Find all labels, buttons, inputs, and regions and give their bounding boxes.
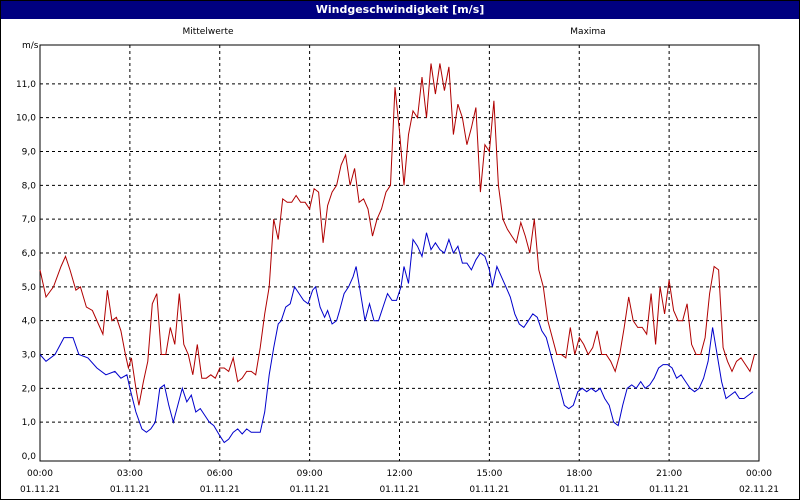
series-line-mittelwerte bbox=[39, 232, 754, 444]
y-tick-label: 6,0 bbox=[22, 249, 37, 259]
x-tick-time: 12:00 bbox=[387, 469, 413, 479]
x-tick-date: 02.11.21 bbox=[739, 485, 779, 495]
x-tick-time: 21:00 bbox=[656, 469, 682, 479]
x-tick-time: 03:00 bbox=[117, 469, 143, 479]
series-group bbox=[39, 63, 755, 444]
y-axis-label: m/s bbox=[22, 41, 39, 51]
y-tick-label: 7,0 bbox=[22, 215, 37, 225]
x-tick-date: 01.11.21 bbox=[200, 485, 240, 495]
x-tick-date: 01.11.21 bbox=[20, 485, 60, 495]
x-tick-date: 01.11.21 bbox=[110, 485, 150, 495]
x-tick-date: 01.11.21 bbox=[649, 485, 689, 495]
x-tick-time: 15:00 bbox=[476, 469, 502, 479]
series-line-maxima bbox=[39, 63, 755, 406]
x-tick-date: 01.11.21 bbox=[469, 485, 509, 495]
y-tick-label: 2,0 bbox=[22, 384, 37, 394]
x-tick-time: 18:00 bbox=[566, 469, 592, 479]
x-tick-time: 00:00 bbox=[746, 469, 772, 479]
legend-maxima: Maxima bbox=[570, 27, 605, 37]
x-tick-time: 00:00 bbox=[27, 469, 53, 479]
x-tick-time: 09:00 bbox=[297, 469, 323, 479]
y-tick-label: 8,0 bbox=[22, 181, 37, 191]
axis-labels: 0,0 1,0 2,0 3,0 4,0 5,0 6,0 7,0 8,0 9,0 10,0 11,0 00… bbox=[16, 80, 779, 495]
y-tick-label: 0,0 bbox=[22, 452, 37, 462]
x-tick-time: 06:00 bbox=[207, 469, 233, 479]
y-tick-label: 5,0 bbox=[22, 283, 37, 293]
legend-mittelwerte: Mittelwerte bbox=[182, 27, 233, 37]
y-tick-label: 9,0 bbox=[22, 148, 37, 158]
y-tick-label: 1,0 bbox=[22, 418, 37, 428]
y-tick-label: 11,0 bbox=[16, 80, 36, 90]
y-tick-label: 3,0 bbox=[22, 351, 37, 361]
y-tick-label: 4,0 bbox=[22, 317, 37, 327]
y-tick-label: 10,0 bbox=[16, 114, 36, 124]
x-tick-date: 01.11.21 bbox=[290, 485, 330, 495]
x-tick-date: 01.11.21 bbox=[379, 485, 419, 495]
x-tick-date: 01.11.21 bbox=[559, 485, 599, 495]
window-title: Windgeschwindigkeit [m/s] bbox=[1, 1, 799, 19]
